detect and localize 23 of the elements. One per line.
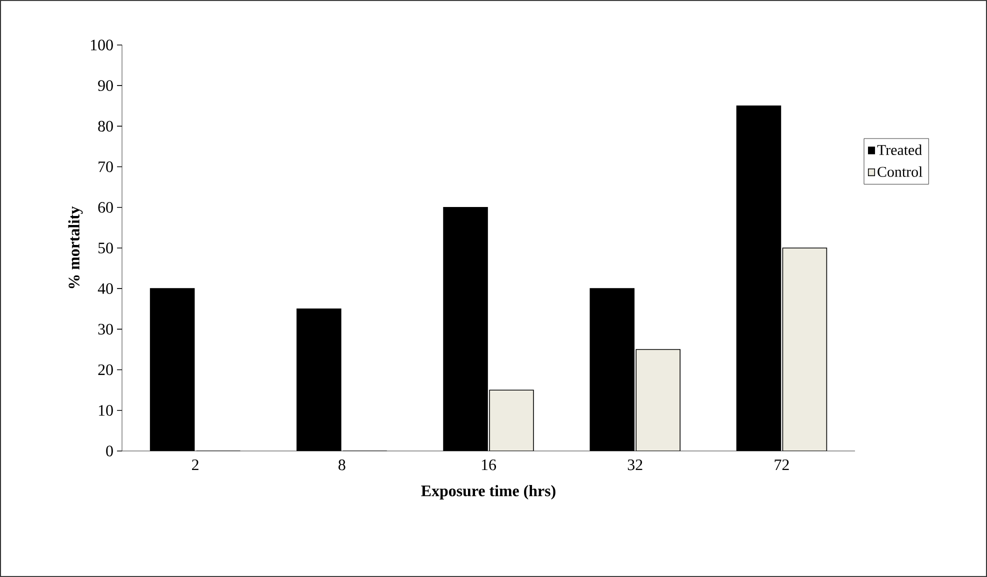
legend-label: Treated (877, 144, 922, 156)
y-tick-label: 10 (98, 405, 113, 416)
y-tick-label: 90 (98, 80, 113, 91)
y-tick-label: 0 (106, 446, 113, 456)
y-axis-title: % mortality (68, 206, 83, 288)
x-tick-label: 72 (774, 459, 789, 470)
legend-label: Control (878, 166, 922, 177)
y-tick-label: 40 (98, 283, 113, 294)
y-tick-label: 20 (98, 364, 113, 376)
x-tick-label: 32 (628, 459, 642, 470)
bar (489, 390, 534, 451)
y-tick-label: 60 (98, 202, 113, 213)
x-tick-label: 16 (482, 459, 496, 470)
y-tick-label: 30 (98, 324, 113, 335)
y-tick-label: 100 (91, 40, 113, 50)
y-tick-label: 50 (98, 242, 113, 254)
x-tick-label: 8 (338, 459, 346, 470)
bar (782, 248, 828, 451)
y-tick-label: 70 (98, 161, 113, 172)
y-tick-label: 80 (98, 120, 113, 132)
bar (636, 349, 680, 451)
x-axis-title: Exposure time (hrs) (421, 485, 556, 500)
x-tick-label: 2 (192, 459, 198, 470)
